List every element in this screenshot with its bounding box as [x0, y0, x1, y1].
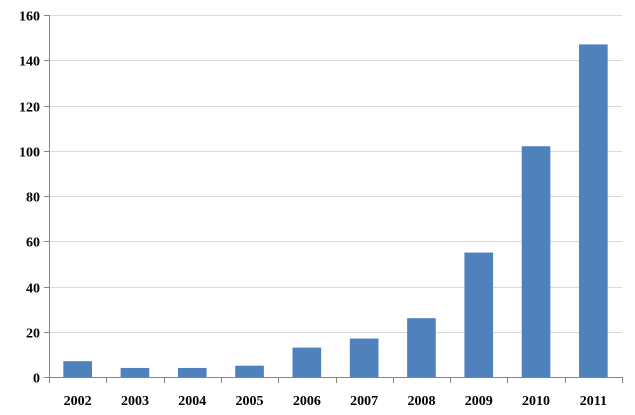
- bar-2008: [407, 318, 436, 377]
- y-tick-label: 40: [26, 282, 40, 297]
- x-tick-label: 2010: [522, 394, 550, 409]
- x-tick-label: 2007: [350, 394, 378, 409]
- y-tick-label: 140: [19, 55, 40, 70]
- y-tick-labels: 0 20 40 60 80 100 120 140 160: [19, 10, 40, 387]
- bar-2007: [349, 338, 379, 377]
- x-tick-label: 2008: [407, 394, 435, 409]
- x-tick-label: 2004: [178, 394, 206, 409]
- x-tick-labels: 2002 2003 2004 2005 2006 2007 2008 2009 2010 2011: [64, 394, 607, 409]
- x-tick-label: 2003: [121, 394, 149, 409]
- bar-2005: [235, 365, 264, 377]
- y-tick-label: 120: [19, 101, 40, 116]
- bar-2010: [521, 146, 551, 377]
- x-tick-label: 2009: [465, 394, 493, 409]
- bar-2006: [292, 347, 322, 377]
- x-tick-label: 2006: [293, 394, 321, 409]
- y-tick-label: 0: [33, 372, 40, 387]
- y-tick-label: 20: [26, 327, 40, 342]
- x-tick-label: 2011: [580, 394, 607, 409]
- bar-2002: [63, 361, 92, 377]
- gridlines: [49, 15, 622, 333]
- y-tick-label: 100: [19, 146, 40, 161]
- y-tick-label: 60: [26, 236, 40, 251]
- x-tick-label: 2005: [236, 394, 264, 409]
- bar-2003: [120, 367, 150, 377]
- axes: [44, 15, 623, 383]
- bar-2011: [579, 44, 608, 377]
- bar-2004: [177, 367, 207, 377]
- y-tick-label: 80: [26, 191, 40, 206]
- y-tick-label: 160: [19, 10, 40, 25]
- bar-2009: [464, 252, 494, 377]
- x-tick-label: 2002: [64, 394, 92, 409]
- bars: [63, 44, 608, 377]
